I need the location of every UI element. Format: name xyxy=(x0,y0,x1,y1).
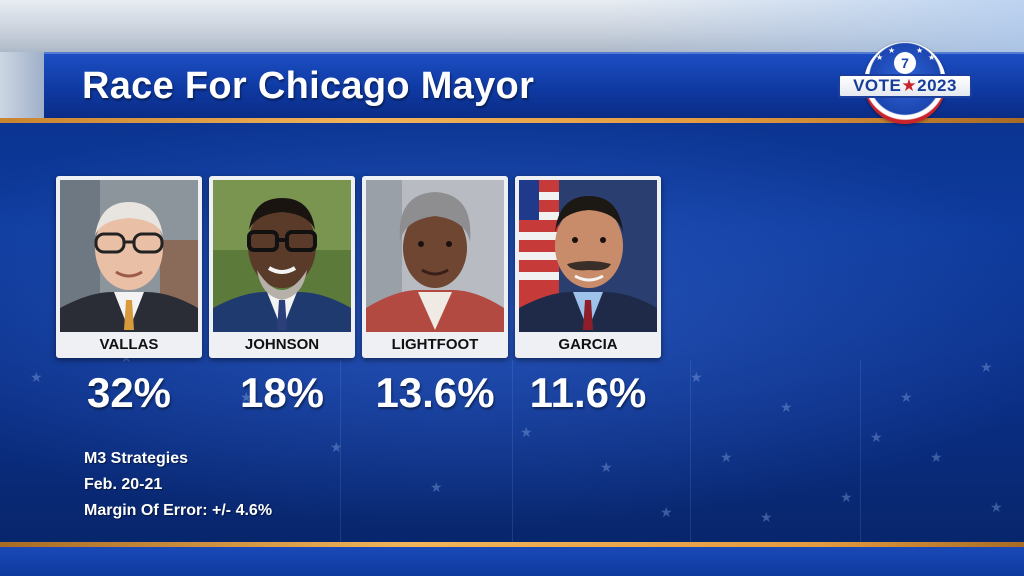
percent-lightfoot: 13.6% xyxy=(375,369,495,416)
star-icon: ★ xyxy=(760,509,773,525)
candidate-card-garcia: GARCIA xyxy=(515,176,661,358)
star-icon: ★ xyxy=(330,439,343,455)
floor-grid-line xyxy=(690,360,691,542)
poll-margin-of-error: Margin Of Error: +/- 4.6% xyxy=(84,502,273,519)
percent-johnson: 18% xyxy=(239,369,325,416)
star-icon: ★ xyxy=(930,449,943,465)
star-icon: ★ xyxy=(240,389,253,405)
portrait-icon xyxy=(60,180,198,332)
candidate-name: JOHNSON xyxy=(244,336,320,353)
candidate-name: GARCIA xyxy=(558,336,618,353)
star-icon: ★ xyxy=(876,53,884,62)
candidate-card-lightfoot: LIGHTFOOT xyxy=(362,176,508,358)
candidate-card-johnson: JOHNSON xyxy=(209,176,355,358)
star-icon: ★ xyxy=(660,504,673,520)
floor-grid-line xyxy=(860,360,861,542)
logo-wordmark: VOTE★2023 xyxy=(838,74,972,98)
page-title: Race For Chicago Mayor xyxy=(82,65,535,107)
title-bar-cap xyxy=(0,52,44,118)
gold-divider-top xyxy=(0,118,1024,123)
floor-grid-line xyxy=(340,360,341,542)
poll-dates: Feb. 20-21 xyxy=(84,476,163,493)
star-icon: ★ xyxy=(990,499,1003,515)
star-icon: ★ xyxy=(780,399,793,415)
top-chrome-band xyxy=(0,0,1024,52)
candidate-card-vallas: VALLAS xyxy=(56,176,202,358)
percent-vallas: 32% xyxy=(86,369,172,416)
candidate-photo xyxy=(366,180,504,332)
star-icon: ★ xyxy=(520,424,533,440)
percent-garcia: 11.6% xyxy=(529,369,647,416)
star-icon: ★ xyxy=(870,429,883,445)
portrait-icon xyxy=(213,180,351,332)
star-icon: ★ xyxy=(430,479,443,495)
bottom-band xyxy=(0,547,1024,576)
candidate-name: LIGHTFOOT xyxy=(391,336,479,353)
portrait-icon xyxy=(366,180,504,332)
star-icon: ★ xyxy=(840,489,853,505)
station-seven-icon: 7 xyxy=(894,52,916,74)
star-icon: ★ xyxy=(600,459,613,475)
star-icon: ★ xyxy=(901,76,918,95)
candidate-name: VALLAS xyxy=(99,336,159,353)
floor-grid-line xyxy=(512,360,513,542)
candidate-photo xyxy=(213,180,351,332)
star-icon: ★ xyxy=(30,369,43,385)
logo-word-vote: VOTE xyxy=(853,76,902,95)
candidate-photo xyxy=(519,180,657,332)
portrait-icon xyxy=(519,180,657,332)
star-icon: ★ xyxy=(900,389,913,405)
star-icon: ★ xyxy=(980,359,993,375)
star-icon: ★ xyxy=(720,449,733,465)
candidate-photo xyxy=(60,180,198,332)
star-icon: ★ xyxy=(888,46,896,55)
star-icon: ★ xyxy=(690,369,703,385)
gold-divider-bottom xyxy=(0,542,1024,547)
poll-source: M3 Strategies xyxy=(84,450,189,467)
star-icon: ★ xyxy=(928,53,936,62)
star-icon: ★ xyxy=(916,46,924,55)
vote-2023-logo: ★ ★ ★ ★ 7 VOTE★2023 xyxy=(838,42,972,130)
logo-word-year: 2023 xyxy=(917,76,957,95)
